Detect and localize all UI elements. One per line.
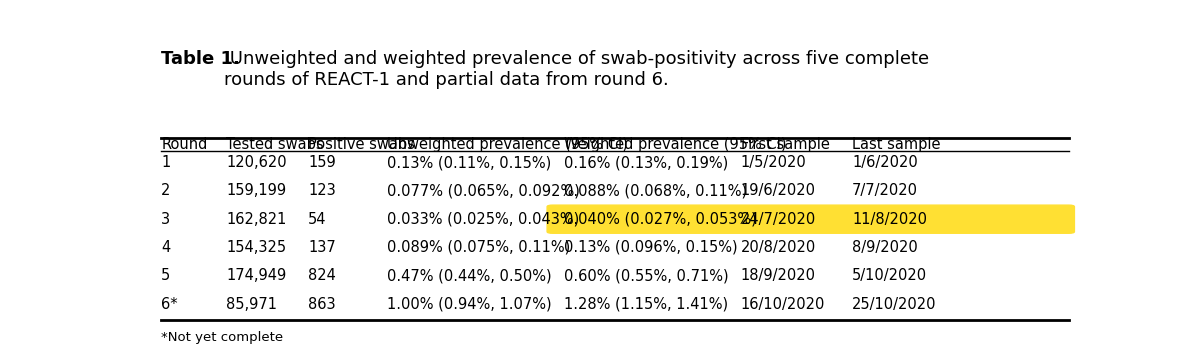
Text: 20/8/2020: 20/8/2020 bbox=[740, 240, 816, 255]
Text: 85,971: 85,971 bbox=[227, 296, 277, 312]
Text: 1.00% (0.94%, 1.07%): 1.00% (0.94%, 1.07%) bbox=[388, 296, 552, 312]
Text: 5: 5 bbox=[161, 268, 170, 283]
Text: 0.60% (0.55%, 0.71%): 0.60% (0.55%, 0.71%) bbox=[564, 268, 728, 283]
Text: 154,325: 154,325 bbox=[227, 240, 287, 255]
Text: 4: 4 bbox=[161, 240, 170, 255]
Text: 3: 3 bbox=[161, 212, 170, 227]
Text: 25/10/2020: 25/10/2020 bbox=[852, 296, 937, 312]
Text: 824: 824 bbox=[308, 268, 336, 283]
Text: 0.088% (0.068%, 0.11%): 0.088% (0.068%, 0.11%) bbox=[564, 183, 746, 198]
Text: *Not yet complete: *Not yet complete bbox=[161, 331, 283, 344]
Text: 7/7/2020: 7/7/2020 bbox=[852, 183, 918, 198]
Text: 0.040% (0.027%, 0.053%): 0.040% (0.027%, 0.053%) bbox=[564, 212, 757, 227]
Text: 2: 2 bbox=[161, 183, 170, 198]
Text: Last sample: Last sample bbox=[852, 136, 941, 152]
Text: 137: 137 bbox=[308, 240, 336, 255]
Text: 18/9/2020: 18/9/2020 bbox=[740, 268, 816, 283]
Text: 1/5/2020: 1/5/2020 bbox=[740, 155, 806, 170]
Text: 0.033% (0.025%, 0.043%): 0.033% (0.025%, 0.043%) bbox=[388, 212, 580, 227]
Text: 1/6/2020: 1/6/2020 bbox=[852, 155, 918, 170]
Text: 6*: 6* bbox=[161, 296, 178, 312]
Text: 5/10/2020: 5/10/2020 bbox=[852, 268, 928, 283]
Text: 159,199: 159,199 bbox=[227, 183, 287, 198]
Text: Table 1.: Table 1. bbox=[161, 50, 240, 68]
Text: 0.16% (0.13%, 0.19%): 0.16% (0.13%, 0.19%) bbox=[564, 155, 728, 170]
Text: 8/9/2020: 8/9/2020 bbox=[852, 240, 918, 255]
Text: 120,620: 120,620 bbox=[227, 155, 287, 170]
Text: 1.28% (1.15%, 1.41%): 1.28% (1.15%, 1.41%) bbox=[564, 296, 728, 312]
FancyBboxPatch shape bbox=[547, 205, 1074, 233]
Text: Unweighted prevalence (95% CI): Unweighted prevalence (95% CI) bbox=[388, 136, 628, 152]
Text: 11/8/2020: 11/8/2020 bbox=[852, 212, 928, 227]
Text: 863: 863 bbox=[308, 296, 336, 312]
Text: Tested swabs: Tested swabs bbox=[227, 136, 324, 152]
Text: 174,949: 174,949 bbox=[227, 268, 287, 283]
Text: Positive swabs: Positive swabs bbox=[308, 136, 415, 152]
Text: Weighted prevalence (95% CI): Weighted prevalence (95% CI) bbox=[564, 136, 786, 152]
Text: 16/10/2020: 16/10/2020 bbox=[740, 296, 824, 312]
Text: 162,821: 162,821 bbox=[227, 212, 287, 227]
Text: First sample: First sample bbox=[740, 136, 829, 152]
Text: 0.13% (0.096%, 0.15%): 0.13% (0.096%, 0.15%) bbox=[564, 240, 738, 255]
Text: 24/7/2020: 24/7/2020 bbox=[740, 212, 816, 227]
Text: 0.13% (0.11%, 0.15%): 0.13% (0.11%, 0.15%) bbox=[388, 155, 552, 170]
Text: 54: 54 bbox=[308, 212, 326, 227]
Text: Unweighted and weighted prevalence of swab-positivity across five complete
round: Unweighted and weighted prevalence of sw… bbox=[224, 50, 930, 89]
Text: 123: 123 bbox=[308, 183, 336, 198]
Text: 19/6/2020: 19/6/2020 bbox=[740, 183, 816, 198]
Text: 1: 1 bbox=[161, 155, 170, 170]
Text: 0.077% (0.065%, 0.092%): 0.077% (0.065%, 0.092%) bbox=[388, 183, 580, 198]
Text: 0.089% (0.075%, 0.11%): 0.089% (0.075%, 0.11%) bbox=[388, 240, 570, 255]
Text: Round: Round bbox=[161, 136, 208, 152]
Text: 0.47% (0.44%, 0.50%): 0.47% (0.44%, 0.50%) bbox=[388, 268, 552, 283]
Text: 159: 159 bbox=[308, 155, 336, 170]
